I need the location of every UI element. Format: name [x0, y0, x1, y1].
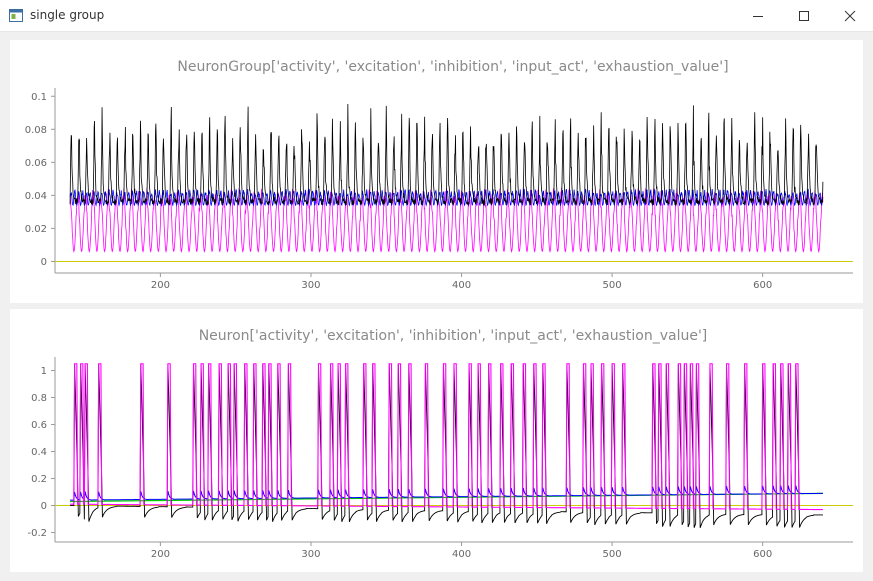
x-tick-label: 300 [301, 280, 320, 291]
y-tick-label: 0.02 [25, 224, 47, 235]
maximize-button[interactable] [781, 0, 827, 31]
window-title: single group [30, 8, 105, 22]
neuron-plot[interactable]: Neuron['activity', 'excitation', 'inhibi… [10, 309, 863, 572]
y-tick-label: 0.1 [31, 92, 47, 103]
y-tick-label: 1 [41, 366, 47, 377]
series-line-activity [69, 104, 824, 207]
neuron-group-plot[interactable]: NeuronGroup['activity', 'excitation', 'i… [10, 40, 863, 303]
y-tick-label: -0.2 [27, 528, 47, 539]
y-tick-label: 0.6 [31, 420, 47, 431]
window-titlebar[interactable]: single group [0, 0, 873, 32]
close-button[interactable] [827, 0, 873, 31]
y-tick-label: 0.04 [25, 191, 47, 202]
y-tick-label: 0.2 [31, 474, 47, 485]
y-tick-label: 0.06 [25, 158, 47, 169]
x-tick-label: 200 [151, 549, 170, 560]
x-tick-label: 600 [753, 280, 772, 291]
series-line-inhibition [70, 363, 823, 511]
y-tick-label: 0.8 [31, 393, 47, 404]
app-window-icon [9, 9, 23, 22]
y-tick-label: 0 [41, 501, 47, 512]
chart-title: NeuronGroup['activity', 'excitation', 'i… [177, 59, 728, 75]
x-tick-label: 500 [603, 549, 622, 560]
y-tick-label: 0.4 [31, 447, 47, 458]
y-tick-label: 0 [41, 257, 47, 268]
x-tick-label: 200 [151, 280, 170, 291]
minimize-icon [753, 15, 763, 17]
x-tick-label: 500 [603, 280, 622, 291]
chart-title: Neuron['activity', 'excitation', 'inhibi… [199, 328, 708, 344]
close-icon [844, 10, 856, 21]
x-tick-label: 600 [753, 549, 772, 560]
x-tick-label: 400 [452, 280, 471, 291]
y-tick-label: 0.08 [25, 125, 47, 136]
neuron-chart: Neuron['activity', 'excitation', 'inhibi… [27, 328, 853, 560]
x-tick-label: 300 [301, 549, 320, 560]
maximize-icon [799, 10, 809, 21]
minimize-button[interactable] [735, 0, 781, 31]
neuron-group-chart: NeuronGroup['activity', 'excitation', 'i… [25, 59, 853, 291]
x-tick-label: 400 [452, 549, 471, 560]
